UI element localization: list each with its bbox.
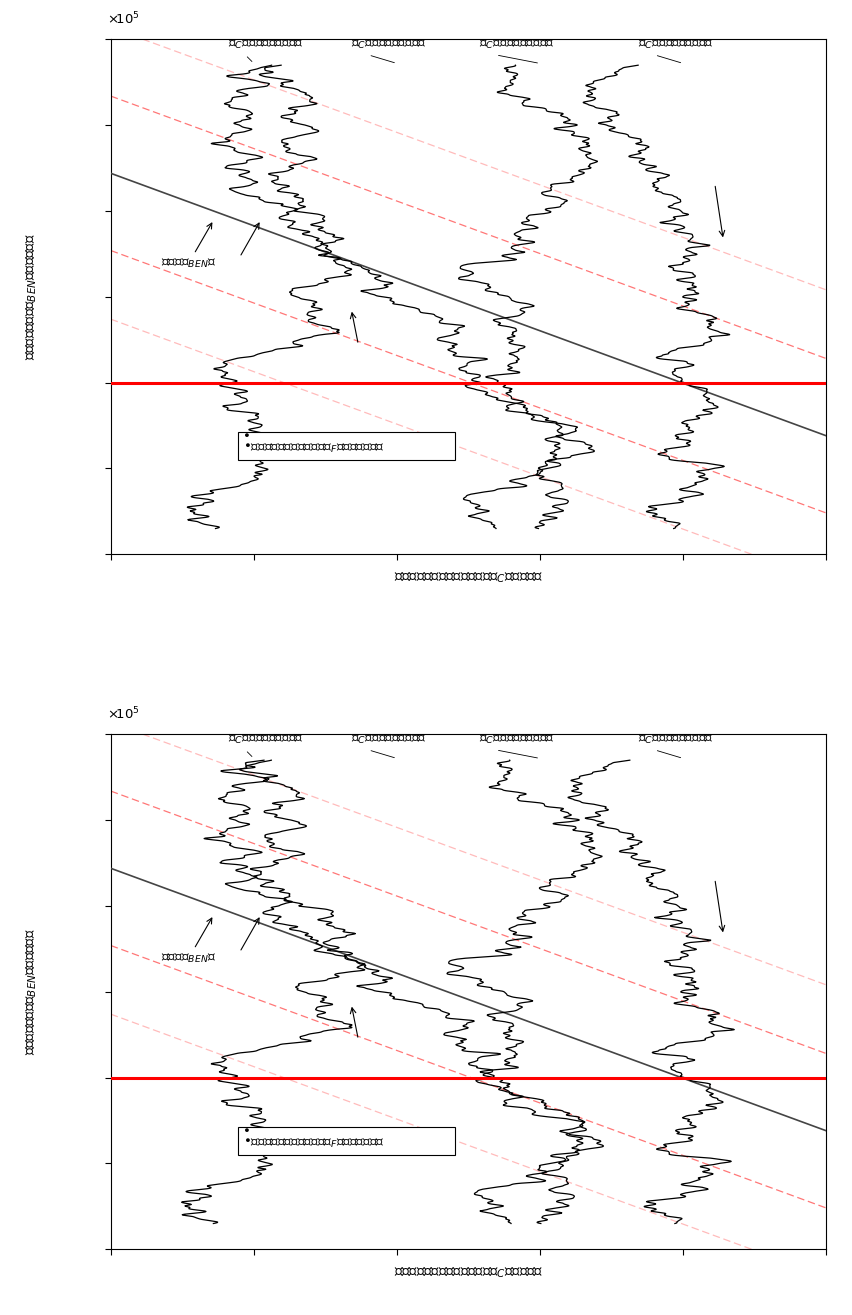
Text: 평균(C$_{BEN}$): 평균(C$_{BEN}$) <box>161 918 216 965</box>
Text: • 재활용 아스팔트 도로포장용
• 매립지까지 거리, d$_F$ = 50km: • 재활용 아스팔트 도로포장용 • 매립지까지 거리, d$_F$ = 50k… <box>243 1128 450 1149</box>
X-axis label: 재활용 시설까지 거리, d$_C$ (km): 재활용 시설까지 거리, d$_C$ (km) <box>394 1265 544 1279</box>
Text: d$_C$ = 300 km: d$_C$ = 300 km <box>479 734 555 747</box>
Text: 평균(C$_{BEN}$): 평균(C$_{BEN}$) <box>161 224 216 270</box>
Text: • 재활용 콘크리트 도로기층용
• 매립지까지 거리, d$_F$ = 50km: • 재활용 콘크리트 도로기층용 • 매립지까지 거리, d$_F$ = 50k… <box>243 433 450 455</box>
Text: d$_C$ = 100 km: d$_C$ = 100 km <box>228 38 304 51</box>
Y-axis label: 비용-이익, C$_{BEN}$ (원/톤): 비용-이익, C$_{BEN}$ (원/톤) <box>25 928 39 1055</box>
Text: d$_C$ = 300 km: d$_C$ = 300 km <box>479 38 555 51</box>
Text: d$_C$ = 200 km: d$_C$ = 200 km <box>351 38 427 51</box>
Text: d$_C$ = 400 km: d$_C$ = 400 km <box>637 38 713 51</box>
X-axis label: 재활용 시설까지 거리, d$_C$ (km): 재활용 시설까지 거리, d$_C$ (km) <box>394 571 544 585</box>
Text: d$_C$ = 100 km: d$_C$ = 100 km <box>228 734 304 747</box>
Text: $\times\!10^5$: $\times\!10^5$ <box>107 705 140 722</box>
Text: d$_C$ = 200 km: d$_C$ = 200 km <box>351 734 427 747</box>
Y-axis label: 비용-이익, C$_{BEN}$ (원/톤): 비용-이익, C$_{BEN}$ (원/톤) <box>25 234 39 360</box>
Text: $\times\!10^5$: $\times\!10^5$ <box>107 11 140 26</box>
Text: d$_C$ = 400 km: d$_C$ = 400 km <box>637 734 713 747</box>
